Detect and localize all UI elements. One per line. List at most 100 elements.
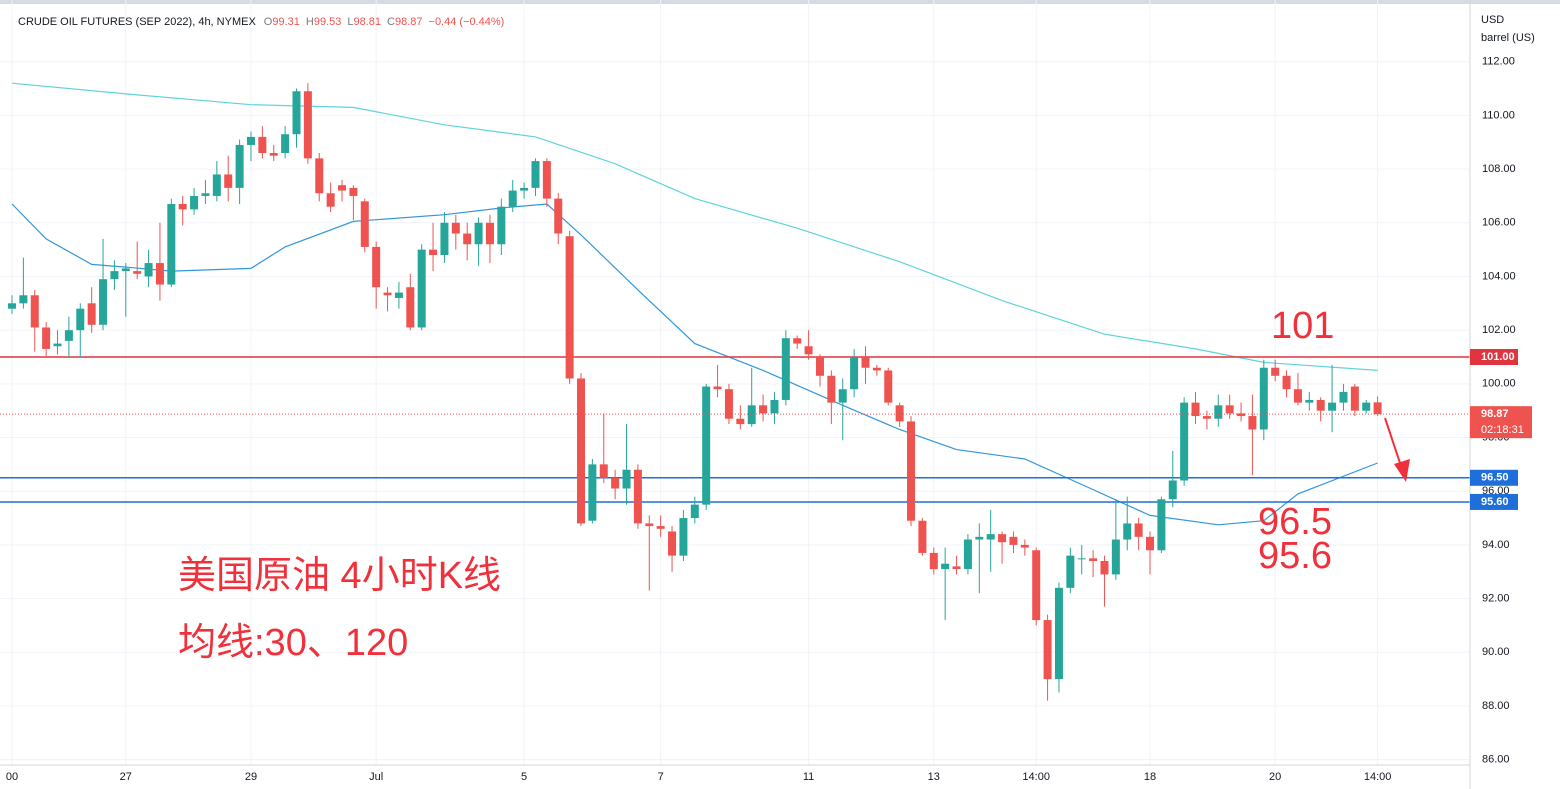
candle-body xyxy=(690,504,699,519)
candle-body xyxy=(918,520,927,553)
candle-body xyxy=(1009,536,1018,545)
candle-body xyxy=(110,271,119,280)
candle-body xyxy=(679,518,688,556)
grid xyxy=(0,0,1470,765)
candle-body xyxy=(622,469,631,489)
candle-body xyxy=(394,292,403,298)
ohlc-value: 98.81 xyxy=(354,16,382,28)
candle-body xyxy=(497,206,506,245)
candle-body xyxy=(1066,555,1075,588)
candle-body xyxy=(64,330,73,341)
candle-body xyxy=(1305,399,1314,403)
candle-body xyxy=(895,405,904,422)
y-tick-label: 112.00 xyxy=(1482,56,1515,68)
candle-body xyxy=(1271,367,1280,376)
candle-body xyxy=(793,338,802,344)
candle-body xyxy=(1248,416,1257,430)
candle-body xyxy=(235,144,244,188)
candle-body xyxy=(1180,402,1189,481)
candle-body xyxy=(1328,402,1337,411)
ohlc-prefix: H xyxy=(306,16,314,28)
candle-body xyxy=(577,378,585,524)
candle-body xyxy=(1202,416,1211,419)
candle-body xyxy=(417,249,426,328)
candle-body xyxy=(542,161,551,199)
candle-body xyxy=(747,405,756,425)
y-tick-label: 110.00 xyxy=(1482,109,1515,121)
ohlc-value: 99.31 xyxy=(272,16,300,28)
y-tick-label: 106.00 xyxy=(1482,217,1516,229)
x-tick-label: 11 xyxy=(803,771,814,783)
level-badge xyxy=(1470,349,1518,365)
x-tick-label: 00 xyxy=(6,771,18,783)
candle-body xyxy=(224,174,233,188)
candle-body xyxy=(326,193,335,207)
candle-body xyxy=(463,233,472,245)
annotation: 101 xyxy=(1271,305,1334,347)
candle-body xyxy=(372,246,381,288)
candle-body xyxy=(1282,375,1291,390)
candle-body xyxy=(133,271,142,274)
candle-body xyxy=(258,136,267,153)
ohlc-prefix: O xyxy=(264,16,273,28)
candle-body xyxy=(1350,386,1359,411)
candle-body xyxy=(1134,523,1143,537)
candle-body xyxy=(246,136,255,145)
candle-body xyxy=(1316,399,1325,411)
candle-body xyxy=(1146,536,1154,551)
candle-body xyxy=(963,539,972,570)
candle-body xyxy=(1123,523,1132,540)
countdown-label: 02:18:31 xyxy=(1481,424,1524,436)
y-tick-label: 108.00 xyxy=(1482,163,1516,175)
candle-body xyxy=(713,386,722,390)
annotation: 96.5 xyxy=(1258,501,1332,543)
candle-body xyxy=(485,222,494,245)
candle-body xyxy=(1191,402,1200,417)
candle-body xyxy=(759,405,768,414)
candle-body xyxy=(861,357,870,368)
candle-body xyxy=(1225,405,1234,414)
candle-body xyxy=(201,193,210,196)
ohlc-value: 98.87 xyxy=(395,16,423,28)
level-badge xyxy=(1470,493,1518,510)
y-tick-label: 104.00 xyxy=(1482,270,1516,282)
frame-top xyxy=(0,0,1560,4)
candle-body xyxy=(1259,367,1268,430)
level-badge xyxy=(1470,469,1518,486)
plot xyxy=(0,82,1470,701)
candle-body xyxy=(292,91,301,135)
y-tick-label: 92.00 xyxy=(1482,592,1510,604)
symbol-title: CRUDE OIL FUTURES (SEP 2022), 4h, NYMEX xyxy=(18,16,256,28)
candle-body xyxy=(167,204,176,285)
level-badge-label: 96.50 xyxy=(1481,472,1509,484)
candle-body xyxy=(349,187,358,196)
candle-body xyxy=(508,190,517,207)
candle-body xyxy=(872,367,881,371)
x-tick-label: 27 xyxy=(120,771,132,783)
x-tick-label: 20 xyxy=(1269,771,1281,783)
candle-body xyxy=(952,566,961,570)
arrow-shaft xyxy=(1384,417,1402,467)
candle-body xyxy=(1339,391,1348,403)
candle-body xyxy=(1373,402,1382,415)
candle-body xyxy=(451,222,460,234)
candle-body xyxy=(633,469,642,524)
candle-body xyxy=(1043,620,1052,680)
ohlc-value: 99.53 xyxy=(314,16,342,28)
candle-body xyxy=(121,268,130,272)
candle-body xyxy=(212,174,221,196)
candle-body xyxy=(1077,558,1086,560)
annotation: 美国原油 4小时K线 xyxy=(178,555,501,597)
candle-body xyxy=(30,295,39,328)
candle-body xyxy=(645,523,654,527)
candle-body xyxy=(1089,558,1098,561)
x-tick-label: 18 xyxy=(1144,771,1156,783)
candle-body xyxy=(1362,402,1371,411)
candle-body xyxy=(929,552,938,570)
candle-body xyxy=(406,287,415,328)
candle-body xyxy=(53,343,62,347)
candle-body xyxy=(804,346,813,355)
candle-body xyxy=(281,134,290,153)
